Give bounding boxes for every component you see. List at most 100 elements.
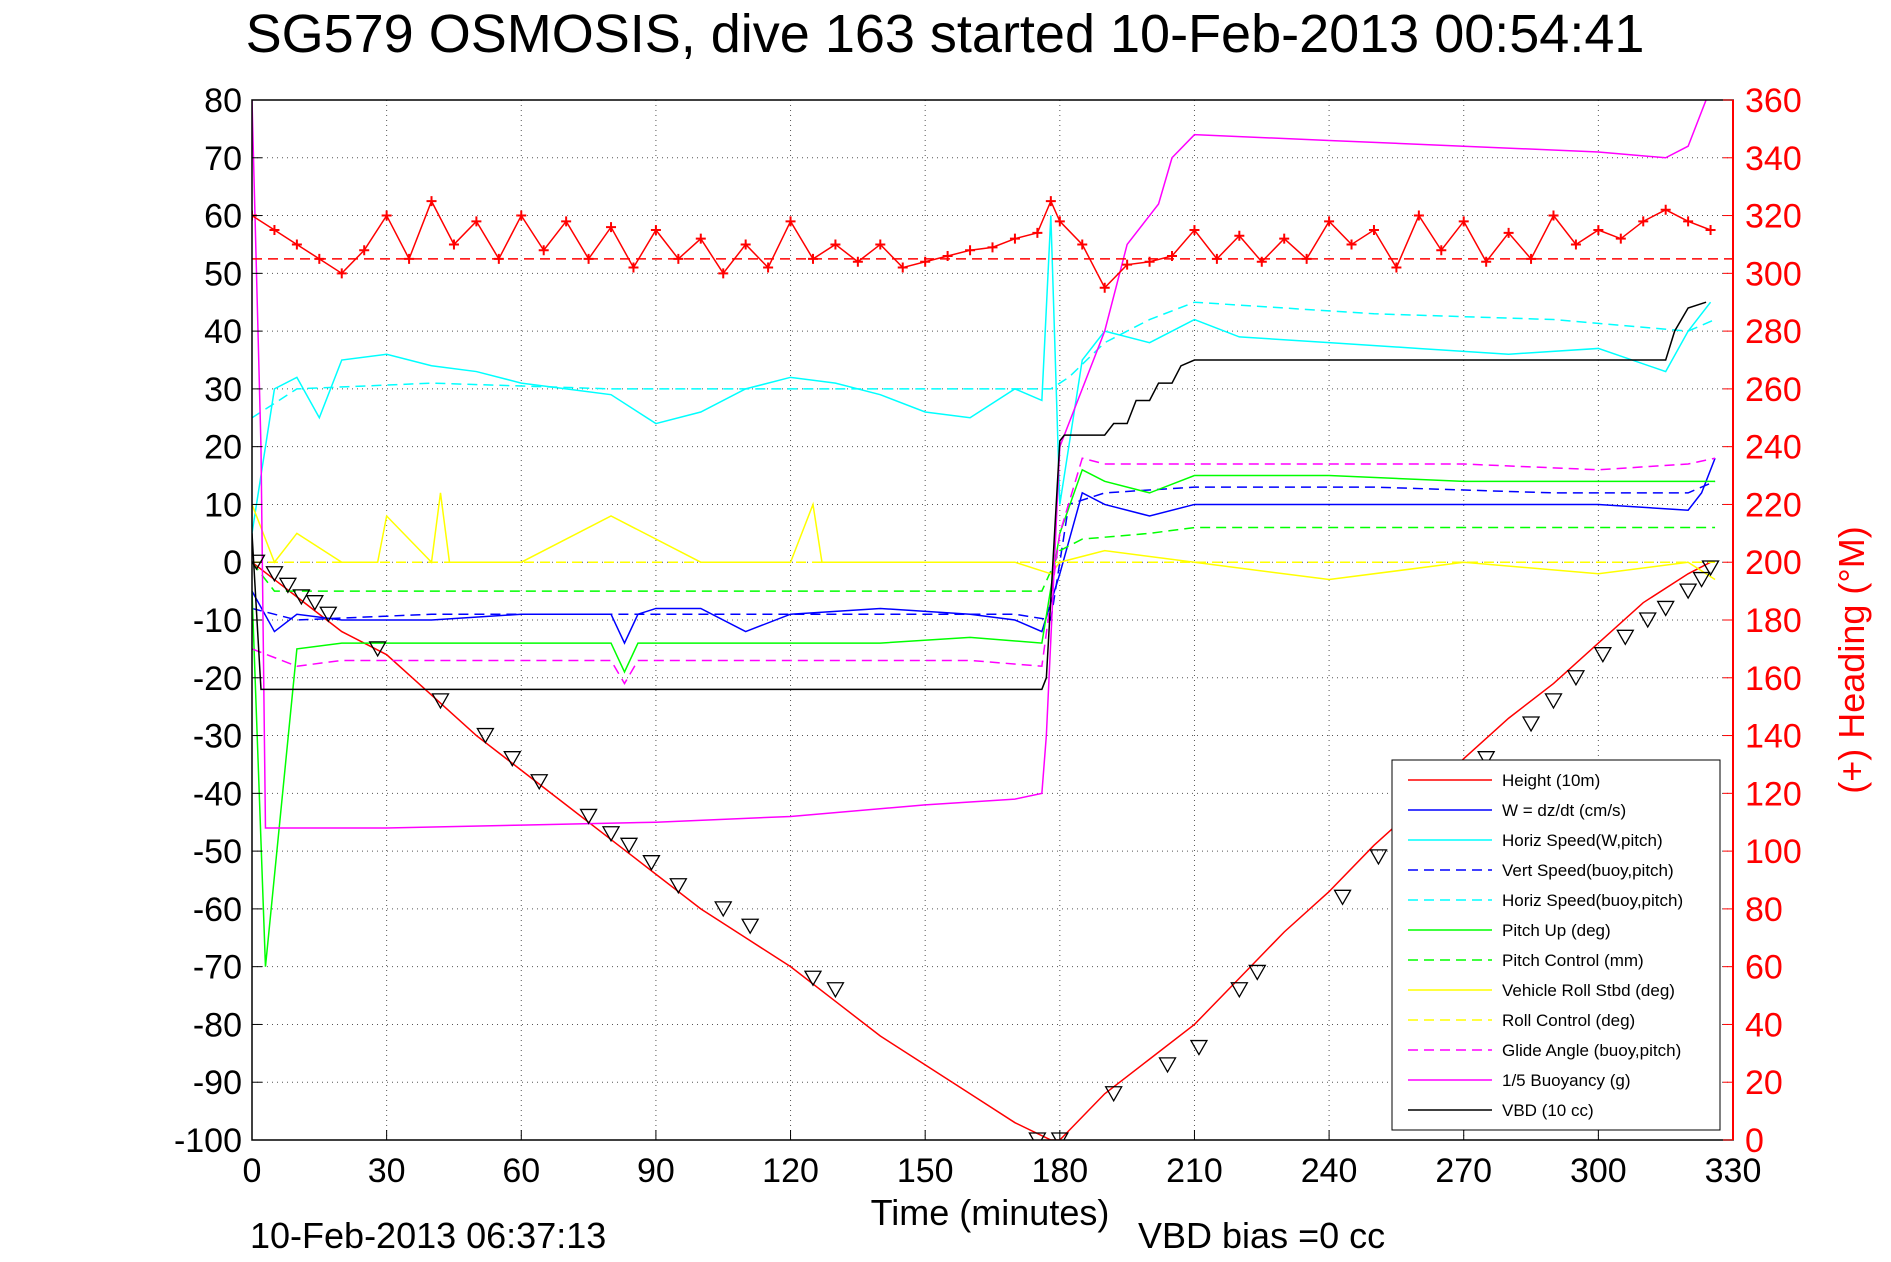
y-right-tick-label: 100	[1745, 833, 1802, 871]
depth-sample-marker	[1566, 670, 1586, 687]
legend-label: Pitch Control (mm)	[1502, 951, 1644, 970]
depth-sample-marker	[530, 774, 549, 791]
y-tick-label: 60	[204, 198, 242, 236]
depth-sample-marker	[1333, 889, 1352, 906]
x-tick-label: 180	[1031, 1152, 1088, 1190]
x-tick-label: 0	[243, 1152, 262, 1190]
y-tick-label: 30	[204, 371, 242, 409]
y-right-tick-label: 80	[1745, 891, 1783, 929]
legend-label: Vert Speed(buoy,pitch)	[1502, 861, 1674, 880]
grid	[252, 100, 1733, 1140]
depth-sample-marker	[503, 751, 522, 767]
depth-sample-marker	[265, 566, 284, 583]
y-right-tick-label: 240	[1745, 429, 1802, 467]
x-tick-label: 90	[637, 1152, 675, 1190]
y-right-tick-label: 160	[1745, 660, 1802, 698]
depth-sample-marker	[1701, 560, 1720, 577]
footer-vbd-bias: VBD bias =0 cc	[1138, 1215, 1385, 1256]
y-right-tick-label: 300	[1745, 255, 1802, 293]
depth-sample-marker	[1521, 716, 1541, 733]
y-right-tick-label: 40	[1745, 1006, 1783, 1044]
depth-sample-marker	[1477, 751, 1496, 767]
y-right-tick-label: 220	[1745, 486, 1802, 524]
depth-sample-marker	[1230, 982, 1249, 999]
y-right-tick-label: 340	[1745, 140, 1802, 178]
y-right-tick-label: 280	[1745, 313, 1802, 351]
y-tick-label: -10	[193, 602, 242, 640]
legend-box	[1391, 759, 1721, 1131]
y-right-tick-label: 0	[1745, 1122, 1764, 1160]
y-right-tick-label: 200	[1745, 544, 1802, 582]
y-right-tick-label: 140	[1745, 718, 1802, 756]
depth-sample-marker	[619, 837, 639, 854]
series-horiz-speed-w-pitch	[252, 215, 1712, 534]
depth-sample-marker	[1692, 571, 1711, 588]
depth-sample-marker	[601, 826, 621, 843]
y-tick-label: -20	[193, 660, 242, 698]
y-tick-label: 0	[223, 544, 242, 582]
legend-label: VBD (10 cc)	[1502, 1101, 1594, 1120]
depth-sample-marker	[368, 641, 387, 658]
series-pitch-control-mm	[252, 526, 1716, 592]
depth-sample-marker	[1544, 693, 1563, 710]
depth-sample-marker	[1369, 849, 1388, 866]
y-tick-label: 10	[204, 486, 242, 524]
legend: Height (10m) W = dz/dt (cm/s) Horiz Speed(…	[1391, 759, 1721, 1131]
y-tick-label: 70	[204, 140, 242, 178]
y-tick-label: -40	[193, 775, 242, 813]
series-w-dz-dt-cm-s	[252, 457, 1716, 645]
x-tick-label: 270	[1435, 1152, 1492, 1190]
legend-label: Glide Angle (buoy,pitch)	[1502, 1041, 1681, 1060]
series-horiz-speed-buoy-pitch	[252, 301, 1716, 419]
series-group	[252, 100, 1733, 1140]
depth-sample-marker	[579, 808, 598, 825]
y-right-tick-label: 180	[1745, 602, 1802, 640]
x-tick-label: 300	[1570, 1152, 1627, 1190]
legend-label: W = dz/dt (cm/s)	[1502, 801, 1626, 820]
y-tick-label: -100	[174, 1122, 242, 1160]
y-tick-label: -80	[193, 1006, 242, 1044]
depth-sample-marker	[292, 589, 311, 606]
depth-sample-marker	[1593, 647, 1612, 663]
y-tick-label: 40	[204, 313, 242, 351]
y-tick-label: -50	[193, 833, 242, 871]
y-right-tick-label: 60	[1745, 949, 1783, 987]
x-tick-label: 150	[897, 1152, 954, 1190]
y-right-tick-label: 120	[1745, 775, 1802, 813]
y-right-tick-label: 260	[1745, 371, 1802, 409]
y-tick-label: -90	[193, 1064, 242, 1102]
legend-label: 1/5 Buoyancy (g)	[1502, 1071, 1631, 1090]
x-axis-label: Time (minutes)	[871, 1192, 1110, 1233]
x-axis: 0 30 60 90 120 150 180 210 240 270 300 330	[243, 1130, 1761, 1190]
depth-sample-marker	[1638, 612, 1657, 629]
depth-sample-marker	[476, 727, 495, 744]
y-tick-label: 20	[204, 429, 242, 467]
series-pitch-up-deg	[252, 468, 1716, 967]
chart-title: SG579 OSMOSIS, dive 163 started 10-Feb-2…	[246, 4, 1645, 64]
legend-label: Roll Control (deg)	[1502, 1011, 1635, 1030]
y-tick-label: 50	[204, 255, 242, 293]
y-tick-label: -30	[193, 718, 242, 756]
series-vert-speed-buoy-pitch	[252, 480, 1716, 621]
depth-sample-marker	[1616, 629, 1635, 646]
y-tick-label: -70	[193, 949, 242, 987]
depth-sample-marker	[278, 577, 298, 594]
depth-sample-marker	[1248, 964, 1267, 981]
depth-sample-marker	[1158, 1057, 1177, 1074]
y-right-tick-label: 360	[1745, 82, 1802, 120]
y-tick-label: 80	[204, 82, 242, 120]
series-layer	[252, 100, 1733, 1140]
footer-timestamp: 10-Feb-2013 06:37:13	[250, 1215, 606, 1256]
legend-label: Pitch Up (deg)	[1502, 921, 1611, 940]
depth-sample-marker	[1678, 583, 1698, 600]
depth-sample-marker	[1189, 1039, 1209, 1056]
legend-label: Horiz Speed(W,pitch)	[1502, 831, 1663, 850]
y-right-tick-label: 20	[1745, 1064, 1783, 1102]
legend-label: Horiz Speed(buoy,pitch)	[1502, 891, 1683, 910]
depth-sample-marker	[431, 693, 450, 710]
depth-sample-marker	[803, 970, 823, 987]
y-axis-left: 80 70 60 50 40 30 20 10 0 -10 -20 -30 -40 -50 -60 -70 -8…	[174, 82, 262, 1160]
y-axis-right-label: (+) Heading (°M)	[1831, 526, 1872, 793]
depth-sample-marker	[741, 918, 760, 935]
